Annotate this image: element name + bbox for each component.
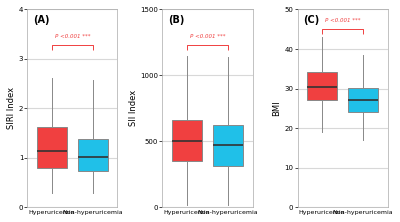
Text: (C): (C): [303, 15, 319, 25]
PathPatch shape: [78, 139, 108, 171]
PathPatch shape: [37, 127, 67, 168]
Y-axis label: SIRI Index: SIRI Index: [7, 87, 16, 129]
Y-axis label: SII Index: SII Index: [128, 90, 138, 127]
PathPatch shape: [172, 120, 202, 161]
PathPatch shape: [348, 88, 378, 112]
Text: (A): (A): [33, 15, 49, 25]
Y-axis label: BMI: BMI: [272, 101, 282, 116]
Text: (B): (B): [168, 15, 184, 25]
Text: P <0.001 ***: P <0.001 ***: [325, 18, 360, 23]
Text: P <0.001 ***: P <0.001 ***: [55, 34, 90, 39]
Text: P <0.001 ***: P <0.001 ***: [190, 34, 225, 39]
PathPatch shape: [213, 125, 243, 166]
PathPatch shape: [307, 72, 338, 100]
